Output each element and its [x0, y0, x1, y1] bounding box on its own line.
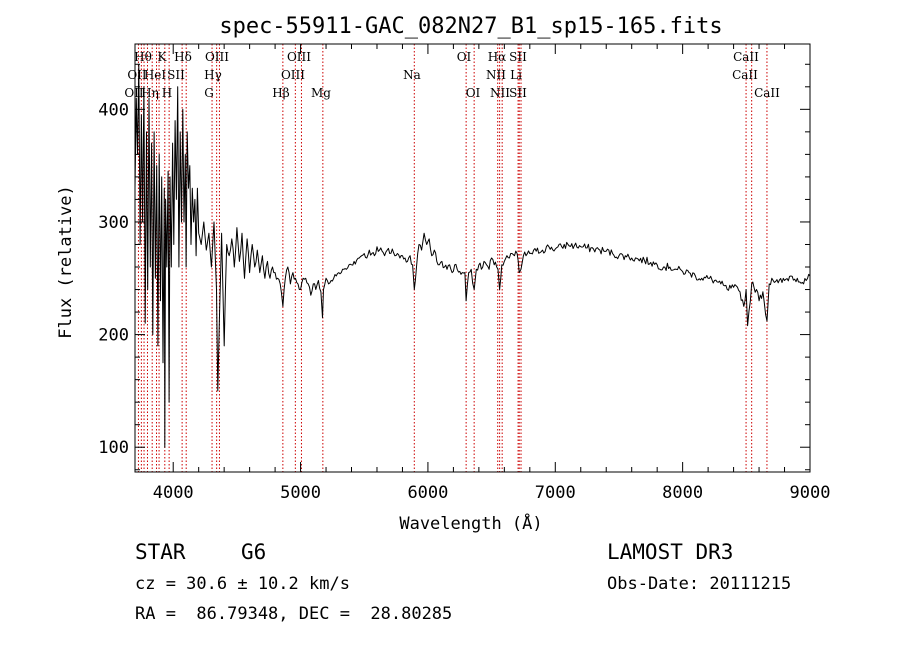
y-tick-label: 300	[98, 213, 129, 233]
line-label: OIII	[287, 50, 311, 64]
emission-line-markers	[137, 44, 768, 472]
line-label: HeI	[144, 68, 167, 82]
x-axis-label: Wavelength (Å)	[399, 512, 542, 534]
x-tick-label: 6000	[407, 483, 448, 503]
line-label: K	[158, 50, 168, 64]
line-label: Hα	[488, 50, 507, 64]
line-label: NII	[490, 86, 510, 100]
line-label: OI	[457, 50, 472, 64]
object-subclass: G6	[241, 540, 267, 564]
line-label: Hβ	[272, 86, 289, 100]
line-label: NII	[486, 68, 506, 82]
line-label: Hθ	[134, 50, 152, 64]
line-label: Na	[403, 68, 421, 82]
coordinates: RA = 86.79348, DEC = 28.80285	[135, 604, 453, 624]
line-label: SII	[167, 68, 185, 82]
line-label: Hη	[141, 86, 159, 100]
y-axis: 100 200 300 400	[98, 63, 810, 471]
line-label: CaII	[733, 50, 759, 64]
object-class: STAR	[135, 540, 186, 564]
x-tick-label: 4000	[153, 483, 194, 503]
line-label: CaII	[732, 68, 758, 82]
spectrum-series	[134, 63, 811, 448]
line-label: OII	[127, 68, 147, 82]
x-tick-label: 7000	[535, 483, 576, 503]
y-tick-label: 200	[98, 326, 129, 346]
plot-frame	[134, 43, 811, 473]
line-label: H	[162, 86, 172, 100]
line-label: CaII	[754, 86, 780, 100]
observation-date: Obs-Date: 20111215	[607, 574, 792, 594]
line-label: G	[204, 86, 214, 100]
x-tick-label: 5000	[280, 483, 321, 503]
line-label: Mg	[311, 86, 331, 100]
y-tick-label: 400	[98, 100, 129, 120]
chart-title: spec-55911-GAC_082N27_B1_sp15-165.fits	[219, 14, 722, 39]
line-label: OIII	[205, 50, 229, 64]
y-tick-label: 100	[98, 438, 129, 458]
line-label: OII	[124, 86, 144, 100]
survey-name: LAMOST DR3	[607, 540, 734, 564]
line-label: Hγ	[204, 68, 222, 82]
line-label: OIII	[281, 68, 305, 82]
line-label: Li	[510, 68, 522, 82]
line-label: SII	[509, 86, 527, 100]
x-axis: 4000 5000 6000 7000 8000 9000	[153, 44, 831, 503]
redshift-velocity: cz = 30.6 ± 10.2 km/s	[135, 574, 350, 594]
line-label: Hδ	[174, 50, 192, 64]
line-label: OI	[466, 86, 481, 100]
x-tick-label: 8000	[662, 483, 703, 503]
spectrum-line	[134, 63, 811, 448]
x-tick-label: 9000	[790, 483, 831, 503]
line-label: SII	[509, 50, 527, 64]
y-axis-label: Flux (relative)	[56, 185, 76, 339]
